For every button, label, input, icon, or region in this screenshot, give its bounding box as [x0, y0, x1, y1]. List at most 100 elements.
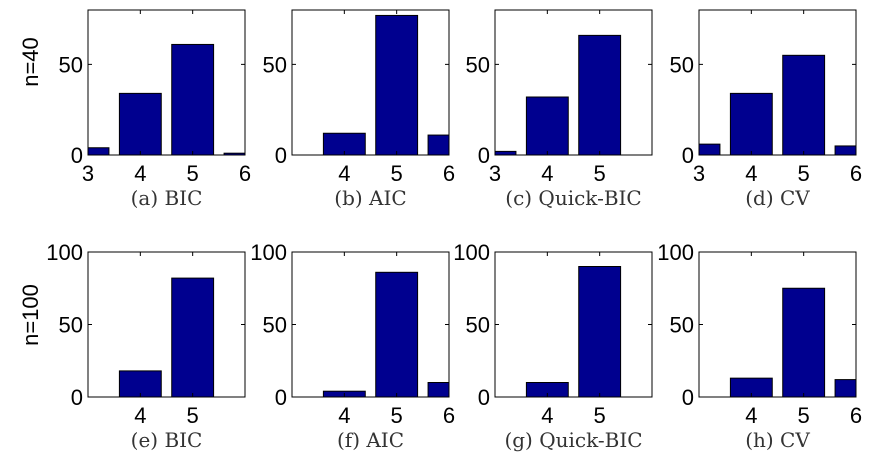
bar-5 — [171, 277, 215, 397]
bar-6 — [427, 134, 449, 155]
panel-5: 0 50 100 4 5 6 (f) AIC — [250, 240, 455, 452]
row-label-n40: n=40 — [18, 37, 43, 87]
axes-frame — [698, 251, 857, 398]
xtick-label: 4 — [541, 161, 553, 186]
ytick-label: 50 — [263, 313, 287, 338]
xtick-label: 6 — [443, 161, 455, 186]
xtick-label: 5 — [594, 403, 606, 428]
bar-3 — [699, 143, 721, 155]
ytick-label: 50 — [59, 313, 83, 338]
axes-frame — [87, 251, 246, 398]
bars-group — [525, 266, 622, 397]
bar-5 — [375, 271, 419, 397]
ytick-label: 50 — [670, 313, 694, 338]
bar-4 — [322, 132, 366, 155]
panel-4: 0 50 100 4 5(e) BIC — [46, 240, 246, 452]
ytick-label: 0 — [71, 143, 83, 168]
ytick-label: 100 — [453, 240, 490, 265]
ytick-label: 0 — [682, 385, 694, 410]
xtick-label: 6 — [850, 161, 862, 186]
panel-caption: (g) Quick-BIC — [504, 428, 642, 452]
ytick-label: 100 — [46, 240, 83, 265]
bar-4 — [118, 370, 162, 397]
axes-frame — [698, 9, 857, 156]
bar-4 — [118, 92, 162, 155]
bar-6 — [834, 379, 856, 397]
bar-5 — [375, 14, 419, 155]
ytick-label: 0 — [478, 385, 490, 410]
bar-4 — [525, 96, 569, 155]
xtick-label: 4 — [134, 161, 146, 186]
panel-0: 0 50 3 4 5 6 (a) BIC — [59, 9, 251, 210]
ytick-label: 100 — [250, 240, 287, 265]
ytick-label: 50 — [670, 52, 694, 77]
panel-6: 0 50 100 4 5(g) Quick-BIC — [453, 240, 653, 452]
ytick-label: 0 — [682, 143, 694, 168]
bars-group — [729, 287, 856, 397]
bar-6 — [834, 145, 856, 155]
panel-3: 0 50 3 4 5 6 (d) CV — [670, 9, 862, 210]
xtick-label: 3 — [82, 161, 94, 186]
ytick-label: 100 — [657, 240, 694, 265]
xtick-label: 6 — [850, 403, 862, 428]
xtick-label: 5 — [391, 161, 403, 186]
ytick-label: 0 — [478, 143, 490, 168]
xtick-label: 4 — [134, 403, 146, 428]
panel-caption: (e) BIC — [131, 428, 203, 452]
ytick-label: 0 — [275, 143, 287, 168]
xtick-label: 3 — [489, 161, 501, 186]
xtick-label: 5 — [187, 161, 199, 186]
bar-4 — [525, 382, 569, 397]
xtick-label: 4 — [745, 161, 757, 186]
bars-group — [495, 34, 622, 155]
xtick-label: 4 — [338, 161, 350, 186]
bar-6 — [427, 382, 449, 397]
xtick-label: 6 — [443, 403, 455, 428]
row-label-n100: n=100 — [18, 284, 43, 346]
ytick-label: 0 — [275, 385, 287, 410]
xtick-label: 5 — [798, 161, 810, 186]
panel-caption: (h) CV — [745, 428, 810, 452]
panel-2: 0 50 3 4 5(c) Quick-BIC — [466, 9, 653, 210]
bar-4 — [729, 92, 773, 155]
bars-group — [322, 271, 449, 397]
xtick-label: 3 — [693, 161, 705, 186]
panel-7: 0 50 100 4 5 6 (h) CV — [657, 240, 862, 452]
ytick-label: 50 — [59, 52, 83, 77]
bars-group — [118, 277, 215, 397]
panel-caption: (f) AIC — [337, 428, 404, 452]
bars-group — [322, 14, 449, 155]
bar-5 — [578, 266, 622, 397]
axes-frame — [494, 9, 653, 156]
axes-frame — [291, 251, 450, 398]
panel-caption: (d) CV — [745, 186, 810, 210]
xtick-label: 4 — [745, 403, 757, 428]
axes-frame — [87, 9, 246, 156]
bar-5 — [782, 54, 826, 155]
bars-group — [699, 54, 856, 155]
xtick-label: 4 — [338, 403, 350, 428]
axes-frame — [494, 251, 653, 398]
xtick-label: 4 — [541, 403, 553, 428]
xtick-label: 6 — [239, 161, 251, 186]
xtick-label: 5 — [391, 403, 403, 428]
bar-3 — [88, 147, 110, 155]
bar-5 — [171, 43, 215, 155]
xtick-label: 5 — [594, 161, 606, 186]
xtick-label: 5 — [798, 403, 810, 428]
panel-caption: (c) Quick-BIC — [505, 186, 641, 210]
ytick-label: 50 — [263, 52, 287, 77]
ytick-label: 0 — [71, 385, 83, 410]
ytick-label: 50 — [466, 313, 490, 338]
panel-caption: (a) BIC — [131, 186, 203, 210]
bar-5 — [782, 287, 826, 397]
bars-group — [88, 43, 245, 155]
xtick-label: 5 — [187, 403, 199, 428]
ytick-label: 50 — [466, 52, 490, 77]
panel-caption: (b) AIC — [334, 186, 406, 210]
axes-frame — [291, 9, 450, 156]
bar-5 — [578, 34, 622, 155]
panel-1: 0 50 4 5 6 (b) AIC — [263, 9, 455, 210]
